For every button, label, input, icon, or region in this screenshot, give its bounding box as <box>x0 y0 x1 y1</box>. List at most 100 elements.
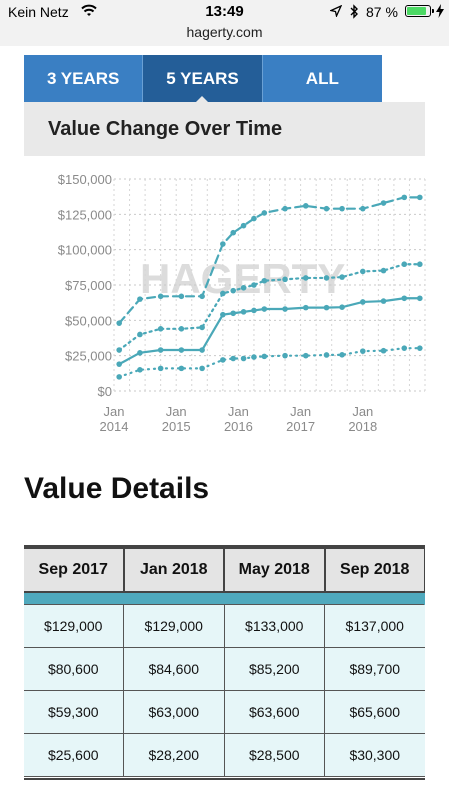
column-header: May 2018 <box>223 547 326 593</box>
data-point <box>417 295 423 302</box>
table-cell: $133,000 <box>223 603 325 648</box>
wifi-icon <box>81 4 97 16</box>
data-point <box>417 194 423 201</box>
data-point <box>199 293 205 300</box>
y-tick-label: $100,000 <box>58 243 112 258</box>
data-point <box>178 326 185 332</box>
table-cell: $65,600 <box>324 689 425 734</box>
battery-tip <box>432 9 434 13</box>
data-point <box>230 355 237 362</box>
data-point <box>116 347 122 353</box>
data-point <box>282 276 288 283</box>
column-header: Sep 2018 <box>323 547 425 593</box>
data-point <box>220 311 226 318</box>
data-point <box>401 295 408 302</box>
table-cell: $63,600 <box>223 689 325 734</box>
data-point <box>230 287 237 294</box>
data-point <box>417 345 423 351</box>
y-tick-label: $0 <box>98 384 112 399</box>
value-details-heading: Value Details <box>24 472 210 505</box>
y-tick-label: $25,000 <box>65 349 112 364</box>
chart-watermark: HAGERTY <box>140 255 345 302</box>
data-point <box>240 309 247 315</box>
data-point <box>251 307 257 314</box>
data-point <box>251 354 257 360</box>
data-point <box>178 293 185 300</box>
data-point <box>282 205 288 212</box>
data-point <box>339 205 345 212</box>
tab-3-years[interactable]: 3 YEARS <box>24 55 144 102</box>
data-point <box>157 365 164 372</box>
data-point <box>323 304 330 311</box>
data-point <box>360 348 366 354</box>
column-header: Sep 2017 <box>24 547 125 593</box>
table-cell: $28,500 <box>223 732 325 777</box>
data-point <box>199 324 205 331</box>
data-point <box>220 241 226 247</box>
bluetooth-icon <box>350 4 358 19</box>
x-tick-label: 2016 <box>224 419 253 434</box>
x-tick-label: 2018 <box>348 419 377 434</box>
y-tick-label: $75,000 <box>65 278 112 293</box>
location-arrow-icon <box>330 5 342 17</box>
x-tick-label: Jan <box>104 404 125 419</box>
data-point <box>137 331 143 338</box>
battery-percent: 87 % <box>366 4 398 20</box>
data-point <box>116 320 122 326</box>
table-cell: $84,600 <box>123 646 225 691</box>
y-tick-label: $50,000 <box>65 313 112 328</box>
value-details-table[interactable]: Sep 2017 Jan 2018 May 2018 Sep 2018 $129… <box>24 545 425 780</box>
data-point <box>116 361 122 367</box>
chart-panel-header: Value Change Over Time <box>24 102 425 156</box>
table-cell: $63,000 <box>123 689 225 734</box>
series-line <box>118 196 421 325</box>
tab-all[interactable]: ALL <box>262 55 382 102</box>
data-point <box>401 345 408 351</box>
data-point <box>199 365 205 372</box>
data-point <box>339 304 345 310</box>
charging-bolt-icon <box>436 4 444 18</box>
table-cell: $25,600 <box>24 732 124 777</box>
data-point <box>323 205 330 212</box>
data-point <box>157 347 164 353</box>
series-line <box>118 297 421 366</box>
series-line <box>118 347 421 378</box>
data-point <box>178 365 185 372</box>
data-point <box>220 357 226 363</box>
data-point <box>302 352 309 359</box>
condition-accent-row <box>24 592 425 604</box>
table-cell: $129,000 <box>24 603 124 648</box>
table-row: $59,300 $63,000 $63,600 $65,600 <box>24 689 425 734</box>
x-tick-label: Jan <box>228 404 249 419</box>
data-point <box>380 200 387 206</box>
table-cell: $59,300 <box>24 689 124 734</box>
data-point <box>401 261 408 268</box>
x-tick-label: Jan <box>166 404 187 419</box>
carrier-label: Kein Netz <box>8 4 69 20</box>
url-label[interactable]: hagerty.com <box>186 24 263 40</box>
data-point <box>220 290 226 297</box>
data-point <box>339 352 345 358</box>
status-bar: Kein Netz 13:49 hagerty.com 87 % <box>0 0 449 46</box>
data-point <box>240 285 247 291</box>
table-cell: $137,000 <box>324 603 425 648</box>
data-point <box>137 367 143 373</box>
data-point <box>199 347 205 353</box>
data-point <box>157 326 164 332</box>
value-chart: HAGERTY $150,000 $125,000 $100,000 $75,000 $… <box>58 172 426 434</box>
data-point <box>302 275 309 281</box>
data-point <box>240 355 247 362</box>
data-point <box>417 261 423 268</box>
x-tick-label: Jan <box>352 404 373 419</box>
x-tick-label: 2015 <box>162 419 191 434</box>
table-cell: $28,200 <box>123 732 225 777</box>
data-point <box>282 352 288 359</box>
data-point <box>360 205 366 212</box>
tab-5-years[interactable]: 5 YEARS <box>143 55 263 103</box>
data-point <box>178 347 185 353</box>
y-tick-label: $150,000 <box>58 172 112 187</box>
data-point <box>401 194 408 201</box>
table-cell: $30,300 <box>324 732 425 777</box>
table-cell: $85,200 <box>223 646 325 691</box>
x-tick-label: 2017 <box>286 419 315 434</box>
